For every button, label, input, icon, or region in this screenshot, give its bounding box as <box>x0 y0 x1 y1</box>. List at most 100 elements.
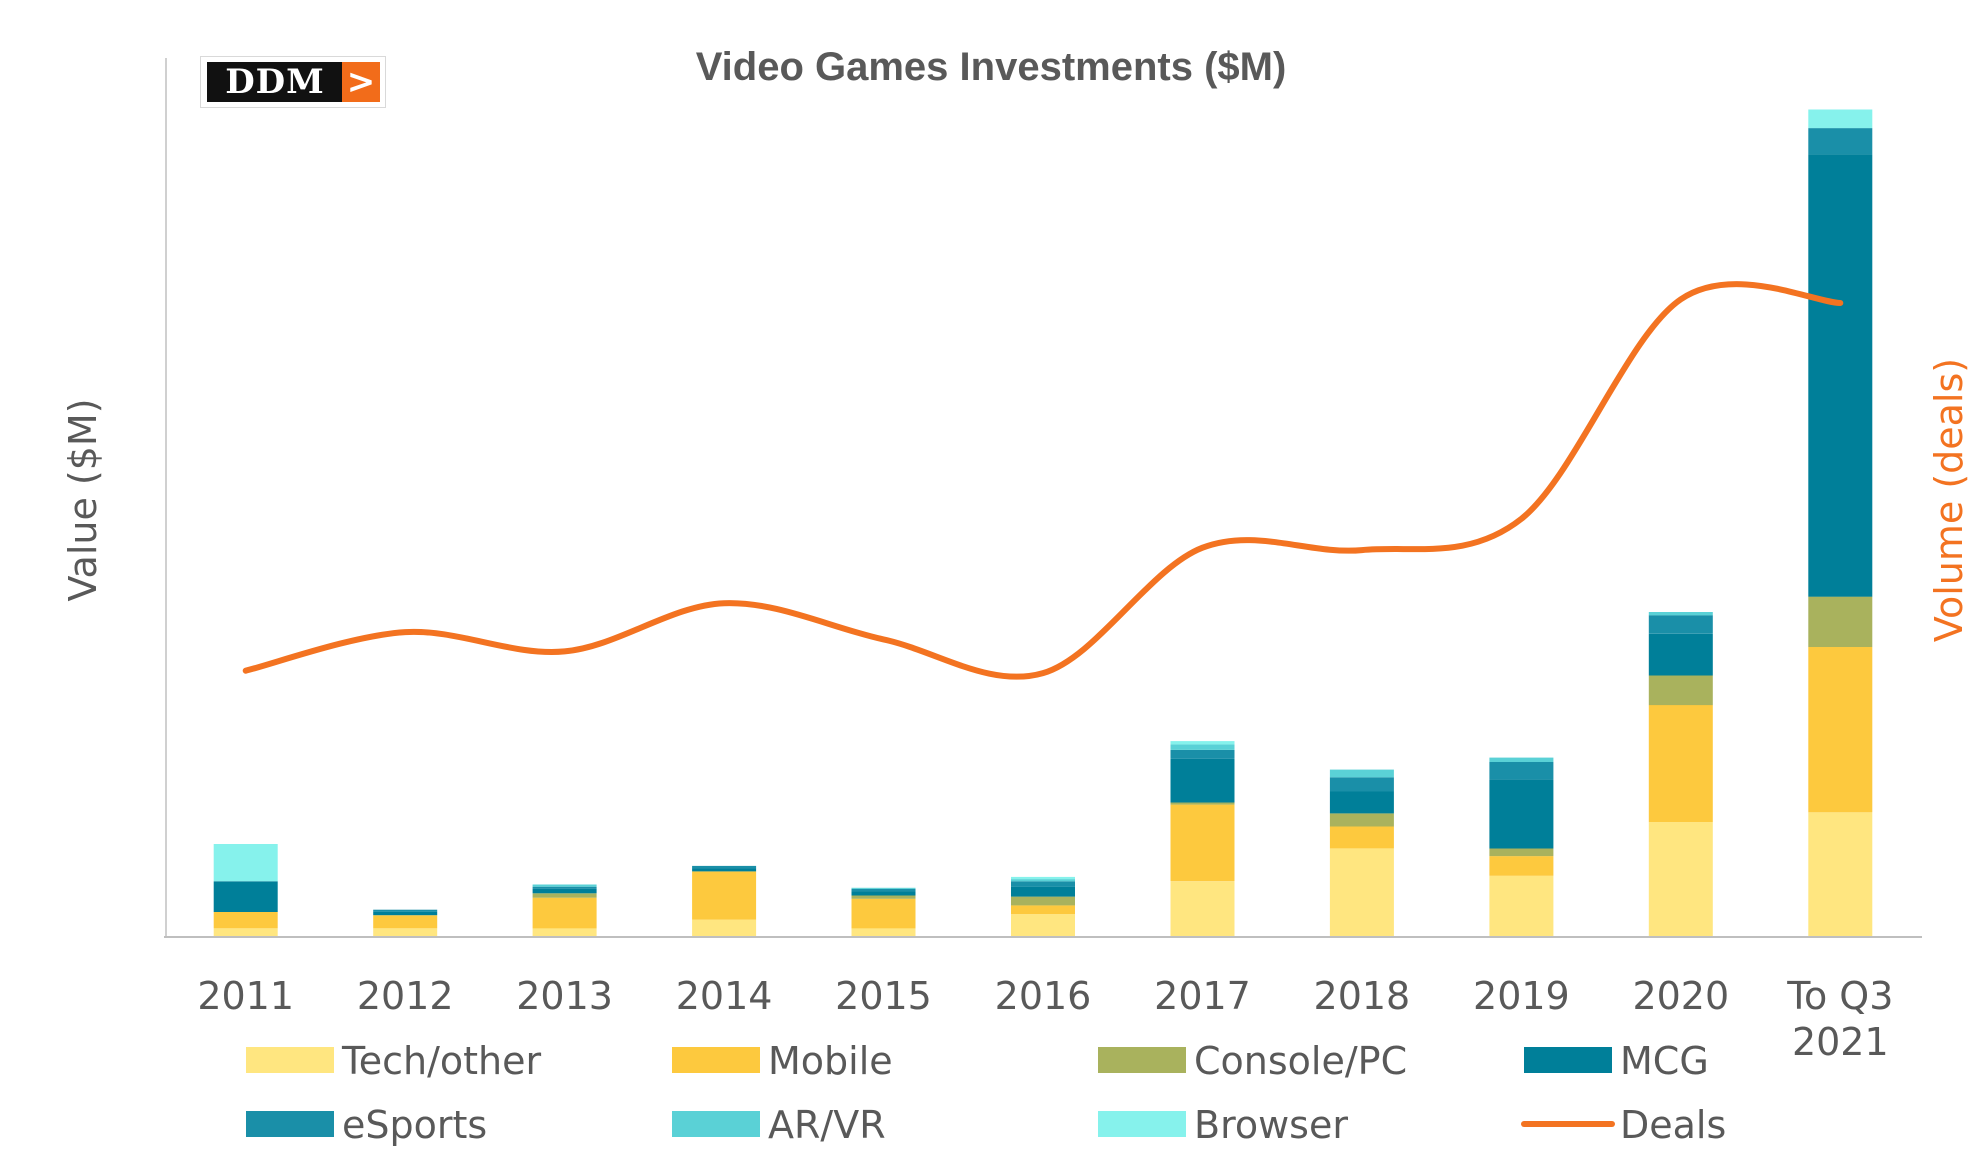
legend-mcg-label: MCG <box>1620 1039 1709 1083</box>
bar-ar-vr-2 <box>532 884 597 887</box>
chart-title: Video Games Investments ($M) <box>696 45 1287 89</box>
bar-mcg-3 <box>692 868 757 872</box>
bar-ar-vr-9 <box>1648 612 1713 616</box>
x-tick-label-5: 2016 <box>995 974 1092 1018</box>
bar-console-pc-2 <box>532 893 597 898</box>
bar-mobile-0 <box>213 911 278 929</box>
bar-mobile-3 <box>692 871 757 920</box>
x-tick-label-3: 2014 <box>676 974 773 1018</box>
bar-console-pc-5 <box>1011 896 1075 906</box>
bar-mobile-8 <box>1489 856 1554 876</box>
bar-console-pc-4 <box>851 895 916 899</box>
bar-stacks <box>213 109 1873 936</box>
bar-esports-1 <box>373 909 438 912</box>
bar-browser-5 <box>1011 876 1075 880</box>
bar-ar-vr-6 <box>1170 744 1235 750</box>
bar-console-pc-10 <box>1808 596 1873 647</box>
bar-mcg-6 <box>1170 758 1235 803</box>
deals-line <box>242 281 1844 680</box>
legend-console-pc-swatch <box>1098 1047 1186 1073</box>
bar-mobile-5 <box>1011 905 1075 915</box>
bar-mcg-8 <box>1489 779 1554 849</box>
legend-ar-vr-swatch <box>672 1111 760 1137</box>
bar-tech-other-1 <box>373 928 438 936</box>
x-tick-label-6: 2017 <box>1154 974 1251 1018</box>
ddm-logo: DDM > <box>200 56 386 108</box>
legend-deals-label: Deals <box>1620 1103 1726 1147</box>
legend-mobile-swatch <box>672 1047 760 1073</box>
bar-console-pc-7 <box>1329 813 1394 827</box>
bar-mcg-7 <box>1329 791 1394 814</box>
bar-esports-10 <box>1808 128 1873 155</box>
bar-esports-7 <box>1329 777 1394 792</box>
bar-tech-other-10 <box>1808 812 1873 936</box>
bar-esports-6 <box>1170 749 1235 759</box>
bar-browser-10 <box>1808 109 1873 129</box>
bar-mobile-7 <box>1329 826 1394 849</box>
bar-tech-other-7 <box>1329 848 1394 936</box>
bar-mcg-10 <box>1808 154 1873 597</box>
x-tick-label-8: 2019 <box>1473 974 1570 1018</box>
bar-tech-other-6 <box>1170 881 1235 936</box>
bar-mobile-10 <box>1808 647 1873 813</box>
bar-esports-2 <box>532 886 597 889</box>
legend-mobile-label: Mobile <box>768 1039 893 1083</box>
bar-mobile-6 <box>1170 804 1235 882</box>
bar-mcg-4 <box>851 891 916 896</box>
bar-mobile-4 <box>851 898 916 929</box>
x-axis-tick-labels: 2011 2012 2013 2014 2015 2016 2017 2018 2019 2020… <box>197 974 1893 1064</box>
bar-console-pc-8 <box>1489 848 1554 857</box>
bar-ar-vr-5 <box>1011 879 1075 882</box>
x-tick-label-10: To Q3 2021 <box>1786 974 1893 1064</box>
legend-console-pc-label: Console/PC <box>1194 1039 1407 1083</box>
legend-esports-label: eSports <box>342 1103 487 1147</box>
legend-tech-other-swatch <box>246 1047 334 1073</box>
bar-mcg-0 <box>213 881 278 912</box>
bar-mcg-2 <box>532 888 597 894</box>
logo-arrow-icon: > <box>342 62 380 102</box>
bar-mobile-9 <box>1648 705 1713 823</box>
bar-ar-vr-8 <box>1489 757 1554 762</box>
legend: Tech/other Mobile Console/PC MCG eSports AR/V… <box>246 1039 1726 1147</box>
bar-tech-other-9 <box>1648 822 1713 936</box>
x-tick-label-7: 2018 <box>1314 974 1411 1018</box>
legend-browser-swatch <box>1098 1111 1186 1137</box>
bar-esports-9 <box>1648 615 1713 634</box>
bar-mobile-1 <box>373 915 438 929</box>
x-tick-label-2: 2013 <box>516 974 613 1018</box>
bar-mcg-1 <box>373 911 438 916</box>
logo-text: DDM <box>207 62 343 102</box>
bar-ar-vr-4 <box>851 887 916 889</box>
legend-mcg-swatch <box>1524 1047 1612 1073</box>
x-tick-label-1: 2012 <box>357 974 454 1018</box>
bar-tech-other-0 <box>213 928 278 936</box>
legend-browser-label: Browser <box>1194 1103 1348 1147</box>
bar-browser-6 <box>1170 741 1235 745</box>
bar-console-pc-9 <box>1648 675 1713 706</box>
bar-tech-other-8 <box>1489 875 1554 936</box>
x-tick-label-0: 2011 <box>197 974 294 1018</box>
bar-browser-0 <box>213 844 278 882</box>
legend-tech-other-label: Tech/other <box>341 1039 542 1083</box>
bar-tech-other-3 <box>692 919 757 936</box>
y-axis-title: Value ($M) <box>61 398 105 601</box>
bar-mcg-9 <box>1648 633 1713 676</box>
bar-esports-5 <box>1011 881 1075 887</box>
legend-esports-swatch <box>246 1111 334 1137</box>
bar-ar-vr-7 <box>1329 769 1394 778</box>
legend-ar-vr-label: AR/VR <box>768 1103 886 1147</box>
bar-tech-other-5 <box>1011 914 1075 936</box>
x-tick-label-9: 2020 <box>1632 974 1729 1018</box>
x-tick-label-4: 2015 <box>835 974 932 1018</box>
deals-line-layer <box>242 281 1844 680</box>
bar-tech-other-4 <box>851 928 916 936</box>
bar-esports-8 <box>1489 761 1554 780</box>
bar-mcg-5 <box>1011 886 1075 897</box>
bar-console-pc-6 <box>1170 802 1235 805</box>
y2-axis-title: Volume (deals) <box>1927 358 1971 642</box>
bar-mobile-2 <box>532 897 597 929</box>
bar-esports-3 <box>692 865 757 869</box>
bar-esports-4 <box>851 888 916 892</box>
bar-tech-other-2 <box>532 928 597 936</box>
